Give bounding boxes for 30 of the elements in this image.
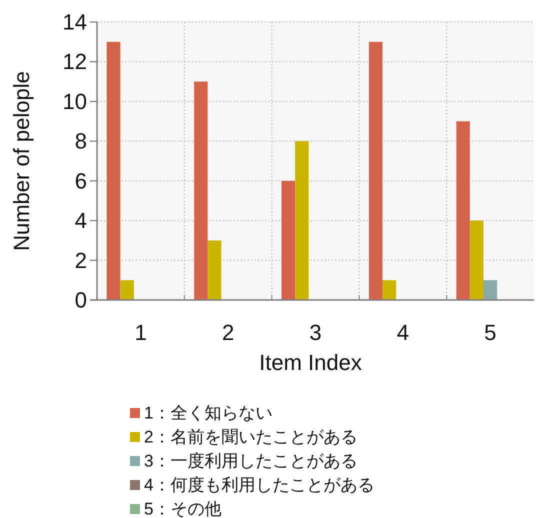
x-tick-label: 2 (222, 320, 234, 345)
y-tick-label: 6 (74, 168, 87, 194)
bar (282, 180, 296, 300)
x-tick-label: 3 (309, 320, 322, 345)
y-tick-label: 12 (62, 49, 87, 74)
y-tick-label: 8 (74, 128, 87, 154)
x-tick-label: 1 (134, 320, 147, 345)
x-tick-label: 5 (484, 320, 496, 345)
legend-label: 3：一度利用したことがある (144, 452, 358, 470)
legend-label: 5：その他 (144, 500, 222, 518)
bar (194, 82, 208, 300)
bar (368, 42, 382, 300)
bar (456, 121, 470, 300)
legend-label: 4：何度も利用したことがある (144, 476, 374, 494)
y-axis-title: Number of pelople (9, 71, 34, 251)
bar (470, 220, 484, 300)
bar (120, 280, 134, 300)
bar (208, 240, 222, 300)
bar (295, 141, 309, 300)
x-axis-title: Item Index (259, 350, 362, 375)
x-tick-label: 4 (396, 320, 410, 345)
y-tick-label: 14 (62, 10, 87, 34)
legend-label: 2：名前を聞いたことがある (144, 428, 358, 446)
y-tick-label: 4 (74, 208, 87, 234)
bar (106, 42, 120, 300)
bar (382, 280, 396, 300)
y-tick-label: 10 (62, 88, 87, 114)
y-tick-label: 0 (74, 288, 87, 312)
y-tick-label: 2 (74, 248, 87, 273)
legend-label: 1：全く知らない (144, 404, 272, 422)
